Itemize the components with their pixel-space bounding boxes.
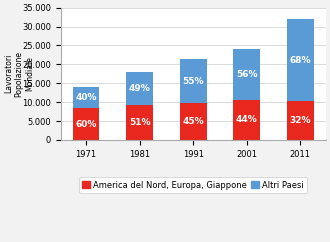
- Bar: [287, 101, 314, 140]
- Bar: [73, 108, 99, 140]
- Text: 68%: 68%: [290, 56, 311, 65]
- Bar: [233, 49, 260, 100]
- Text: 56%: 56%: [236, 70, 257, 79]
- Text: 55%: 55%: [182, 76, 204, 85]
- Legend: America del Nord, Europa, Giappone, Altri Paesi: America del Nord, Europa, Giappone, Altr…: [79, 177, 307, 193]
- Bar: [233, 100, 260, 140]
- Text: 32%: 32%: [290, 116, 311, 125]
- Text: 51%: 51%: [129, 118, 150, 127]
- Text: 60%: 60%: [75, 120, 97, 129]
- Bar: [287, 19, 314, 101]
- Bar: [126, 72, 153, 105]
- Text: 49%: 49%: [129, 84, 150, 93]
- Bar: [180, 59, 207, 103]
- Bar: [73, 87, 99, 108]
- Bar: [180, 103, 207, 140]
- Text: 40%: 40%: [75, 93, 97, 102]
- Text: 44%: 44%: [236, 115, 258, 124]
- Bar: [126, 105, 153, 140]
- Text: 45%: 45%: [182, 117, 204, 126]
- Y-axis label: Lavoratori
Popolazione
Mondiale: Lavoratori Popolazione Mondiale: [4, 51, 34, 97]
